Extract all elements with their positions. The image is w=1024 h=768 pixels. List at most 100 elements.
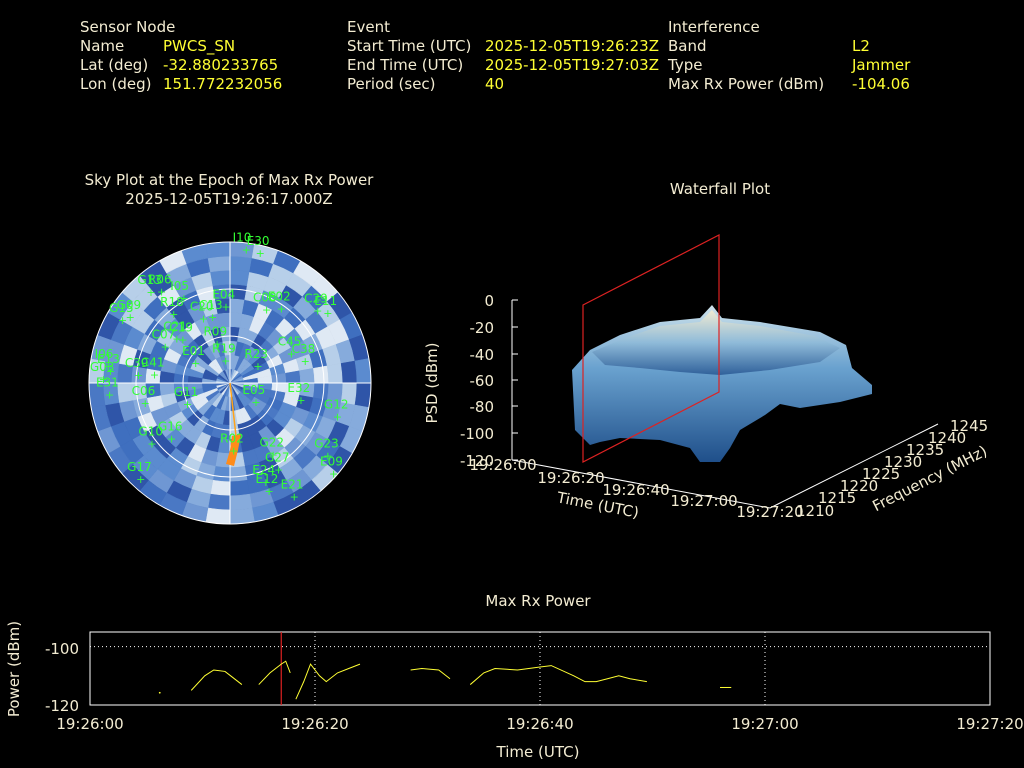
- sensor-lon-value: 151.772232056: [163, 75, 283, 93]
- waterfall-freq-tick: 1220: [840, 477, 878, 495]
- satellite-label: E02: [268, 289, 291, 303]
- max-rx-y-tick: -100: [45, 640, 79, 658]
- satellite-label: E13: [97, 352, 120, 366]
- satellite-label: C39: [125, 356, 149, 370]
- waterfall-freq-tick: 1230: [884, 453, 922, 471]
- waterfall-time-tick: 19:26:20: [537, 469, 604, 487]
- satellite-marker: +: [301, 355, 310, 368]
- satellite-marker: +: [172, 333, 181, 346]
- waterfall-time-tick: 19:26:40: [602, 481, 669, 499]
- satellite-marker: +: [277, 302, 286, 315]
- max-rx-x-tick: 19:26:40: [506, 715, 573, 733]
- max-rx-grid: [90, 632, 990, 705]
- max-rx-x-tick: 19:27:00: [731, 715, 798, 733]
- sky-cell: [340, 360, 358, 384]
- sky-cell: [212, 466, 231, 482]
- satellite-label: G23: [314, 436, 339, 450]
- satellite-marker: +: [265, 485, 274, 498]
- max-rx-line-segment: [295, 663, 361, 700]
- satellite-label: C21: [163, 320, 187, 334]
- epoch-slice-marker: [582, 234, 720, 463]
- satellite-label: R02: [220, 432, 244, 446]
- interference-direction-line: [229, 382, 237, 437]
- sky-plot-title: Sky Plot at the Epoch of Max Rx Power: [84, 171, 374, 189]
- waterfall-z-tick: -40: [470, 346, 495, 364]
- sensor-name-value: PWCS_SN: [163, 37, 236, 55]
- satellite-label: E12: [256, 472, 279, 486]
- waterfall-time-tick: 19:27:20: [736, 503, 803, 521]
- satellite-marker: +: [136, 473, 145, 486]
- interference-power-value: -104.06: [852, 75, 910, 93]
- event-period-value: 40: [485, 75, 505, 93]
- satellite-marker: +: [126, 311, 135, 324]
- satellite-label: G09: [117, 298, 142, 312]
- waterfall-freq-tick: 1240: [928, 429, 966, 447]
- sky-cell: [229, 479, 250, 497]
- satellite-label: G15: [109, 301, 134, 315]
- satellite-marker: +: [323, 307, 332, 320]
- satellite-label: I10: [233, 230, 252, 244]
- satellite-marker: +: [157, 286, 166, 299]
- max-rx-line-segment: [469, 665, 647, 685]
- satellite-marker: +: [150, 368, 159, 381]
- waterfall-z-tick: 0: [484, 292, 494, 310]
- waterfall-time-tick: 19:26:00: [469, 456, 536, 474]
- sensor-lon-label: Lon (deg): [80, 75, 152, 93]
- satellite-marker: +: [269, 448, 278, 461]
- interference-band-value: L2: [852, 37, 870, 55]
- sky-plot-epoch: 2025-12-05T19:26:17.000Z: [125, 190, 333, 208]
- satellite-marker: +: [134, 369, 143, 382]
- satellite-marker: +: [274, 463, 283, 476]
- max-rx-series: [158, 660, 732, 700]
- event-end-label: End Time (UTC): [347, 56, 464, 74]
- satellite-marker: +: [251, 396, 260, 409]
- satellite-marker: +: [199, 312, 208, 325]
- satellite-label: E30: [247, 234, 270, 248]
- sensor-name-label: Name: [80, 37, 125, 55]
- satellite-markers: G13+R06+I10+E30+G15+G09+R18+I05+C20+C13+…: [90, 230, 349, 503]
- waterfall-z-tick: -100: [460, 425, 494, 443]
- sky-cell: [326, 363, 344, 384]
- satellite-marker: +: [104, 360, 113, 373]
- satellite-marker: +: [296, 394, 305, 407]
- waterfall-z-label: PSD (dBm): [423, 342, 441, 423]
- satellite-label: G10: [138, 425, 163, 439]
- waterfall-time-tick: 19:27:00: [670, 492, 737, 510]
- satellite-marker: +: [147, 438, 156, 451]
- event-period-label: Period (sec): [347, 75, 436, 93]
- sky-cell: [229, 466, 248, 482]
- satellite-label: G17: [127, 460, 152, 474]
- satellite-label: G22: [260, 435, 285, 449]
- interference-source-marker: [226, 434, 241, 466]
- satellite-marker: +: [229, 445, 238, 458]
- satellite-marker: +: [212, 337, 221, 350]
- interference-type-label: Type: [668, 56, 703, 74]
- waterfall-plot: 0 -20 -40 -60 -80 -100 -120 PSD (dBm) 19…: [423, 234, 990, 522]
- satellite-label: E04: [212, 288, 235, 302]
- satellite-label: C41: [141, 355, 165, 369]
- max-rx-line-segment: [190, 669, 243, 691]
- sky-cell: [229, 507, 255, 525]
- sky-cell: [229, 269, 250, 287]
- satellite-label: E24: [252, 463, 275, 477]
- satellite-marker: +: [256, 247, 265, 260]
- satellite-label: R06: [148, 273, 172, 287]
- satellite-marker: +: [99, 373, 108, 386]
- satellite-label: I05: [170, 279, 189, 293]
- satellite-label: C20: [190, 299, 214, 313]
- sensor-lat-value: -32.880233765: [163, 56, 279, 74]
- satellite-marker: +: [179, 292, 188, 305]
- satellite-marker: +: [208, 311, 217, 324]
- waterfall-freq-tick: 1215: [818, 489, 856, 507]
- max-rx-x-tick: 19:26:20: [281, 715, 348, 733]
- satellite-label: E31: [96, 375, 119, 389]
- max-rx-x-label: Time (UTC): [496, 743, 580, 761]
- satellite-marker: +: [106, 365, 115, 378]
- satellite-label: R19: [212, 341, 236, 355]
- satellite-label: C29: [304, 291, 328, 305]
- waterfall-freq-tick: 1235: [906, 441, 944, 459]
- max-rx-x-tick: 19:26:00: [56, 715, 123, 733]
- max-rx-power-chart: -100 -120 Power (dBm) 19:26:00 19:26:20 …: [5, 621, 1024, 761]
- satellite-label: G16: [158, 419, 183, 433]
